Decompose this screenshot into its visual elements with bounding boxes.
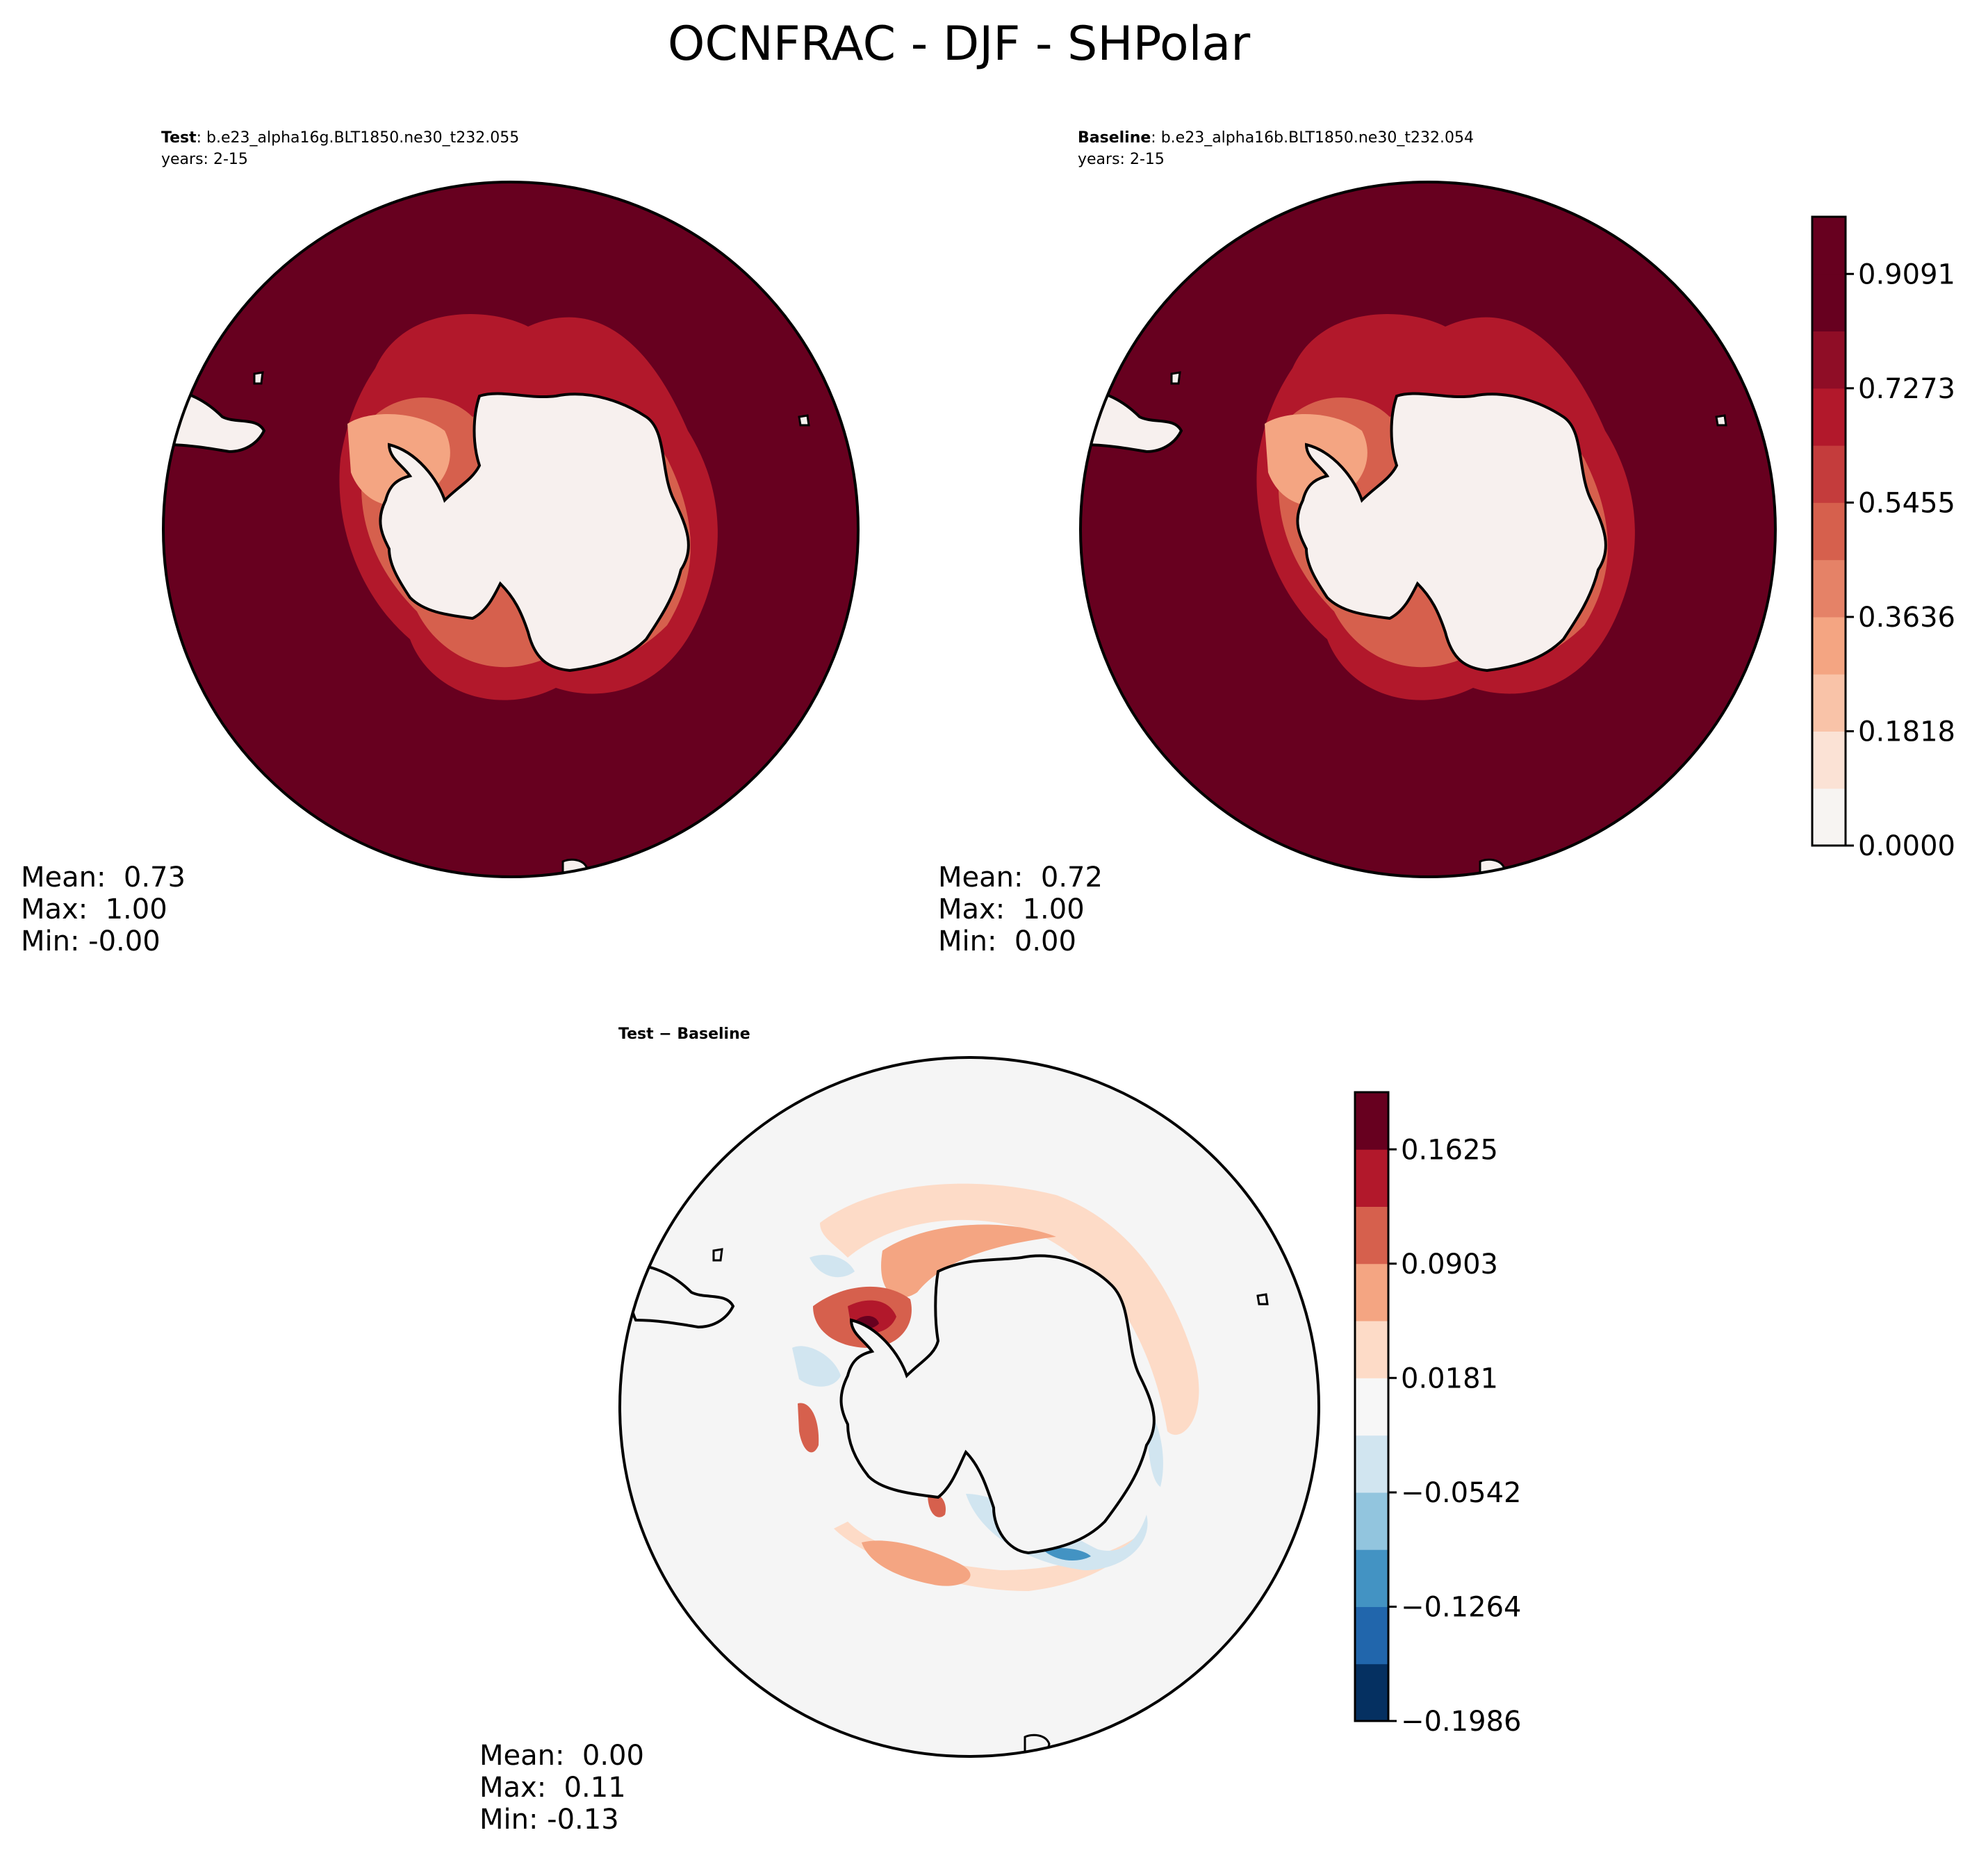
- diff-island-1: [712, 1248, 723, 1262]
- difference-colorbar-segment: [1355, 1092, 1388, 1150]
- difference-colorbar-tick-label: 0.1625: [1401, 1134, 1498, 1166]
- baseline-years: years: 2-15: [1078, 151, 1165, 168]
- diff-positive-patch-main: [881, 1224, 1056, 1298]
- diff-negative-west: [792, 1346, 841, 1387]
- figure-title: OCNFRAC - DJF - SHPolar: [668, 17, 1250, 72]
- diff-negative-core: [1042, 1548, 1091, 1560]
- baseline-stat-max: Max: 1.00: [938, 893, 1085, 925]
- baseline-map-boundary: [1079, 181, 1777, 878]
- difference-colorbar-segment: [1355, 1378, 1388, 1436]
- fraction-colorbar-segment: [1812, 731, 1846, 789]
- fraction-colorbar-segment: [1812, 445, 1846, 503]
- test-years: years: 2-15: [161, 151, 248, 168]
- diff-positive-ring: [820, 1183, 1199, 1435]
- difference-colorbar-frame: [1354, 1091, 1390, 1722]
- baseline-stat-min: Min: 0.00: [938, 925, 1076, 957]
- difference-colorbar-segment: [1355, 1492, 1388, 1550]
- fraction-colorbar-segment: [1812, 674, 1846, 732]
- diff-island-3: [1024, 1733, 1051, 1756]
- test-stat-min: Min: -0.00: [21, 925, 161, 957]
- diff-antarctica-land: [839, 1254, 1156, 1555]
- difference-colorbar-segment: [1355, 1321, 1388, 1378]
- baseline-island-1: [1170, 371, 1181, 385]
- difference-colorbar-tick-label: 0.0903: [1401, 1249, 1498, 1280]
- difference-colorbar-segment: [1355, 1663, 1388, 1722]
- diff-map: [620, 1057, 1319, 1756]
- test-antarctica-land: [379, 392, 690, 673]
- test-island-1: [253, 371, 264, 385]
- difference-colorbar-tick-label: −0.1264: [1401, 1591, 1521, 1623]
- diff-island-2: [1256, 1293, 1269, 1306]
- fraction-colorbar-tick-label: 0.3636: [1858, 602, 1955, 634]
- fraction-colorbar-segment: [1812, 388, 1846, 446]
- fraction-colorbar-segment: [1812, 274, 1846, 332]
- baseline-map: [1081, 182, 1775, 877]
- difference-colorbar-segment: [1355, 1606, 1388, 1665]
- difference-colorbar-segment: [1355, 1149, 1388, 1208]
- baseline-label-bold: Baseline: [1078, 129, 1151, 147]
- diff-stat-min: Min: -0.13: [479, 1804, 619, 1836]
- diff-stats: Mean: 0.00 Max: 0.11 Min: -0.13: [479, 1740, 644, 1836]
- fraction-colorbar-tick-label: 0.0000: [1858, 830, 1955, 862]
- fraction-colorbar-tick-label: 0.1818: [1858, 716, 1955, 748]
- test-label-bold: Test: [161, 129, 197, 147]
- test-subtitle: Test: b.e23_alpha16g.BLT1850.ne30_t232.0…: [161, 129, 519, 147]
- fraction-colorbar-segment: [1812, 616, 1846, 675]
- baseline-panel: Baseline: b.e23_alpha16b.BLT1850.ne30_t2…: [938, 129, 1777, 957]
- difference-colorbar-segment: [1355, 1263, 1388, 1321]
- difference-colorbar-segment: [1355, 1549, 1388, 1607]
- fraction-colorbar-segment: [1812, 331, 1846, 389]
- difference-colorbar-segment: [1355, 1435, 1388, 1493]
- diff-stat-mean: Mean: 0.00: [479, 1740, 644, 1772]
- difference-colorbar-tick-label: 0.0181: [1401, 1362, 1498, 1394]
- colorbar-difference: −0.1986 −0.1264 −0.0542 0.0181 0.0903 0.1625: [1354, 1091, 1521, 1738]
- test-map-boundary: [162, 181, 860, 878]
- diff-south-america: [627, 1262, 735, 1329]
- fraction-colorbar-segment: [1812, 559, 1846, 618]
- diff-stat-max: Max: 0.11: [479, 1772, 626, 1804]
- test-panel: Test: b.e23_alpha16g.BLT1850.ne30_t232.0…: [21, 129, 860, 957]
- fraction-colorbar-tick-label: 0.5455: [1858, 487, 1955, 519]
- fraction-colorbar-segment: [1812, 502, 1846, 561]
- diff-panel: Test − Baseline: [479, 1026, 1320, 1836]
- diff-negative-northwest: [810, 1255, 855, 1278]
- difference-colorbar-tick-label: −0.1986: [1401, 1706, 1521, 1738]
- baseline-stat-mean: Mean: 0.72: [938, 862, 1103, 893]
- test-label-case: : b.e23_alpha16g.BLT1850.ne30_t232.055: [197, 129, 520, 147]
- colorbar-fraction: 0.0000 0.1818 0.3636 0.5455 0.7273 0.9091: [1811, 215, 1955, 862]
- difference-colorbar-segment: [1355, 1206, 1388, 1265]
- baseline-antarctica-land: [1296, 392, 1607, 673]
- test-stat-max: Max: 1.00: [21, 893, 167, 925]
- test-island-2: [798, 414, 810, 427]
- fraction-colorbar-tick-label: 0.7273: [1858, 373, 1955, 405]
- diff-positive-ross: [928, 1493, 946, 1517]
- diff-subtitle: Test − Baseline: [618, 1026, 750, 1043]
- test-map: [163, 182, 858, 877]
- baseline-label-case: : b.e23_alpha16b.BLT1850.ne30_t232.054: [1151, 129, 1474, 147]
- fraction-colorbar-segment: [1812, 217, 1846, 274]
- baseline-subtitle: Baseline: b.e23_alpha16b.BLT1850.ne30_t2…: [1078, 129, 1474, 147]
- diff-positive-southwest: [862, 1540, 971, 1586]
- test-stat-mean: Mean: 0.73: [21, 862, 186, 893]
- diff-positive-west: [798, 1403, 819, 1453]
- test-stats: Mean: 0.73 Max: 1.00 Min: -0.00: [21, 862, 186, 957]
- diff-map-boundary: [618, 1056, 1320, 1758]
- baseline-stats: Mean: 0.72 Max: 1.00 Min: 0.00: [938, 862, 1103, 957]
- difference-colorbar-tick-label: −0.0542: [1401, 1477, 1521, 1509]
- diff-positive-ring-south: [834, 1522, 1147, 1591]
- fraction-colorbar-tick-label: 0.9091: [1858, 258, 1955, 290]
- fraction-colorbar-segment: [1812, 788, 1846, 846]
- baseline-island-2: [1715, 414, 1727, 427]
- fraction-colorbar-frame: [1811, 215, 1847, 847]
